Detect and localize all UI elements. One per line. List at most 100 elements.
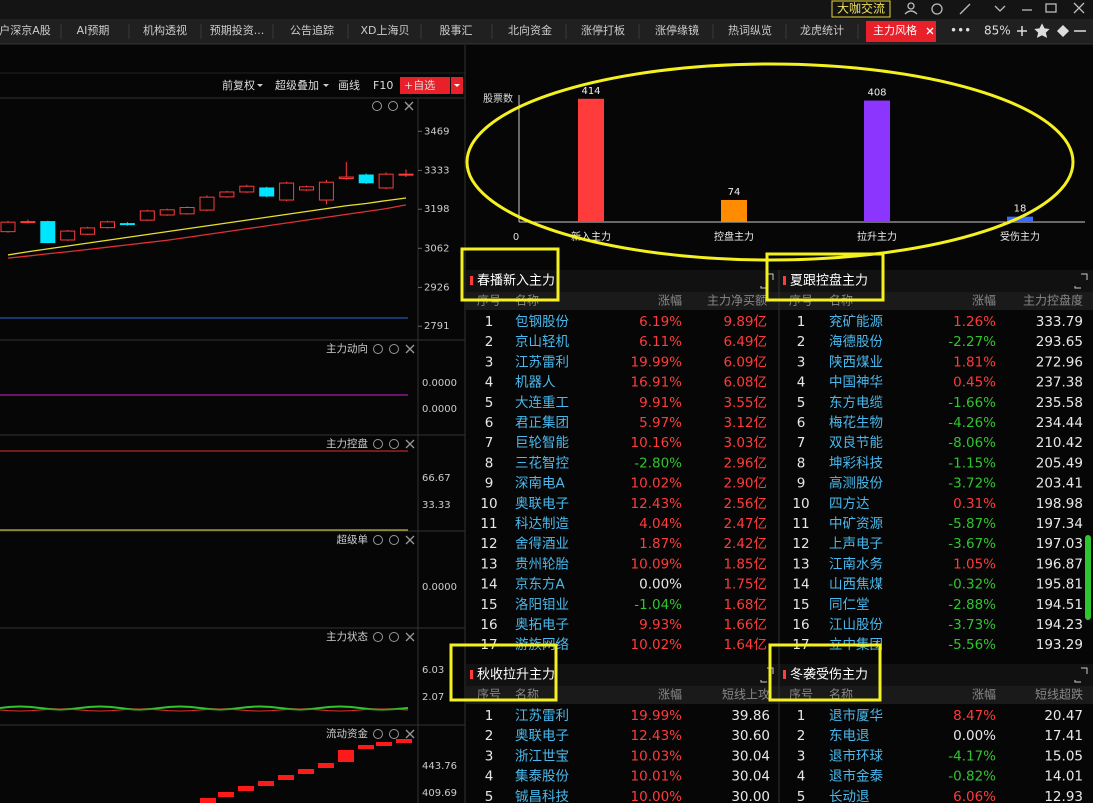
table-cell[interactable]: 科达制造 — [515, 516, 569, 532]
table-cell[interactable]: 江苏雷利 — [515, 708, 569, 724]
table-cell[interactable]: 四方达 — [829, 496, 870, 512]
icon[interactable] — [389, 344, 399, 354]
table-cell[interactable]: 江南水务 — [829, 556, 883, 572]
icon[interactable] — [373, 632, 383, 642]
icon[interactable] — [405, 535, 415, 545]
table-cell[interactable]: 铖昌科技 — [515, 788, 569, 803]
candle-body — [0, 221, 16, 233]
table-cell[interactable]: 东方电缆 — [829, 395, 883, 411]
tab[interactable]: 机构透视 — [143, 23, 187, 37]
expand-icon[interactable] — [760, 273, 774, 289]
table-cell[interactable]: 梅花生物 — [829, 415, 883, 431]
table-cell[interactable]: 巨轮智能 — [515, 435, 569, 451]
table-cell[interactable]: 退市厦华 — [829, 707, 883, 724]
icon[interactable] — [373, 344, 383, 354]
icon[interactable] — [373, 729, 383, 739]
table-cell[interactable]: 江苏雷利 — [515, 354, 569, 370]
expand-icon[interactable] — [1074, 667, 1088, 683]
icon[interactable] — [389, 439, 399, 449]
table-cell[interactable]: 贵州轮胎 — [515, 556, 569, 572]
table-cell[interactable]: 奥拓电子 — [515, 616, 569, 633]
badge[interactable]: 大咖交流 — [837, 1, 885, 16]
indicator-panels: 主力动向 0.0000 0.0000 主力控盘 66.67 33.33 超级单 0.0000 主… — [0, 339, 465, 799]
expand-icon[interactable] — [1074, 273, 1088, 289]
table-cell[interactable]: 坤彩科技 — [829, 455, 883, 471]
table-cell: 0.00% — [639, 577, 682, 593]
more[interactable]: ••• — [950, 24, 971, 38]
table-cell[interactable]: 洛阳钼业 — [515, 597, 569, 613]
table-cell[interactable]: 双良节能 — [829, 435, 883, 451]
icon[interactable] — [405, 729, 415, 739]
icon[interactable] — [389, 535, 399, 545]
table-cell: 12 — [480, 536, 497, 552]
table-cell[interactable]: 三花智控 — [515, 455, 569, 471]
icon[interactable] — [388, 101, 398, 111]
table-cell[interactable]: 奥联电子 — [515, 727, 569, 744]
toolbar-item[interactable]: 画线 — [338, 78, 360, 92]
tab[interactable]: 主力风格 — [873, 23, 917, 37]
table-cell[interactable]: 兖矿能源 — [829, 314, 883, 330]
icon[interactable] — [389, 632, 399, 642]
table-cell[interactable]: 江山股份 — [829, 617, 883, 633]
table-cell: -3.73% — [948, 617, 996, 633]
title-marker — [783, 670, 786, 679]
toolbar-item[interactable]: F10 — [373, 79, 393, 92]
title-marker — [470, 276, 473, 285]
table-cell[interactable]: 海德股份 — [829, 334, 883, 350]
tab[interactable]: 北向资金 — [508, 23, 552, 37]
table-cell[interactable]: 退市金泰 — [829, 768, 883, 785]
tab[interactable]: AI预期 — [77, 24, 110, 37]
icon[interactable] — [373, 439, 383, 449]
tab[interactable]: 户深京A股 — [0, 23, 51, 37]
toolbar-item[interactable]: +自选 — [404, 79, 435, 92]
icon[interactable] — [372, 101, 382, 111]
table-cell: 17.41 — [1044, 728, 1083, 744]
tab[interactable]: 涨停打板 — [581, 23, 625, 37]
table-cell[interactable]: 退市环球 — [829, 747, 883, 764]
table-cell[interactable]: 深南电A — [515, 476, 565, 492]
tab[interactable]: 预期投资... — [210, 23, 265, 37]
table-cell[interactable]: 中国神华 — [829, 375, 883, 391]
icon[interactable] — [405, 632, 415, 642]
table-cell[interactable]: 奥联电子 — [515, 495, 569, 512]
tab[interactable]: XD上海贝 — [360, 23, 409, 37]
table-cell[interactable]: 东电退 — [829, 728, 870, 744]
icon[interactable] — [389, 729, 399, 739]
table-cell[interactable]: 包钢股份 — [515, 314, 569, 330]
toolbar-item[interactable]: 超级叠加 — [275, 78, 319, 92]
table-cell[interactable]: 集泰股份 — [515, 769, 569, 785]
table-cell: -1.15% — [948, 455, 996, 471]
table-cell[interactable]: 君正集团 — [515, 415, 569, 431]
y-tick-label: 2791 — [424, 321, 449, 332]
table-cell[interactable]: 浙江世宝 — [515, 748, 569, 764]
table-cell: 10.00% — [631, 789, 683, 803]
icon[interactable] — [405, 439, 415, 449]
tab[interactable]: 涨停缘镜 — [655, 23, 699, 37]
table-cell[interactable]: 上声电子 — [829, 536, 883, 552]
icon[interactable] — [405, 344, 415, 354]
candle-body — [80, 227, 96, 235]
table-cell[interactable]: 高测股份 — [829, 475, 883, 492]
table-cell[interactable]: 中矿资源 — [829, 516, 883, 532]
icon[interactable] — [404, 101, 414, 111]
scrollbar[interactable] — [1085, 535, 1091, 620]
table-cell[interactable]: 长动退 — [829, 789, 870, 803]
table-cell[interactable]: 机器人 — [515, 375, 556, 391]
tab[interactable]: 公告追踪 — [290, 23, 334, 37]
tab[interactable]: 热词纵览 — [728, 23, 772, 37]
table-cell: -8.06% — [948, 435, 996, 451]
table-cell[interactable]: 同仁堂 — [829, 597, 870, 613]
table-cell[interactable]: 京山轻机 — [515, 334, 569, 350]
table-cell: 10.09% — [631, 556, 683, 572]
tab[interactable]: 股事汇 — [440, 24, 473, 37]
tab[interactable]: 龙虎统计 — [800, 24, 844, 37]
table-cell[interactable]: 舍得酒业 — [515, 535, 569, 552]
column-header: 涨幅 — [658, 687, 682, 702]
table-cell[interactable]: 大连重工 — [515, 395, 569, 411]
toolbar-item[interactable]: 前复权 — [222, 78, 255, 92]
table-cell[interactable]: 山西焦煤 — [829, 577, 883, 593]
table-cell[interactable]: 陕西煤业 — [829, 354, 883, 370]
table-cell[interactable]: 京东方A — [515, 577, 565, 593]
icon[interactable] — [373, 535, 383, 545]
column-header: 序号 — [789, 687, 813, 702]
